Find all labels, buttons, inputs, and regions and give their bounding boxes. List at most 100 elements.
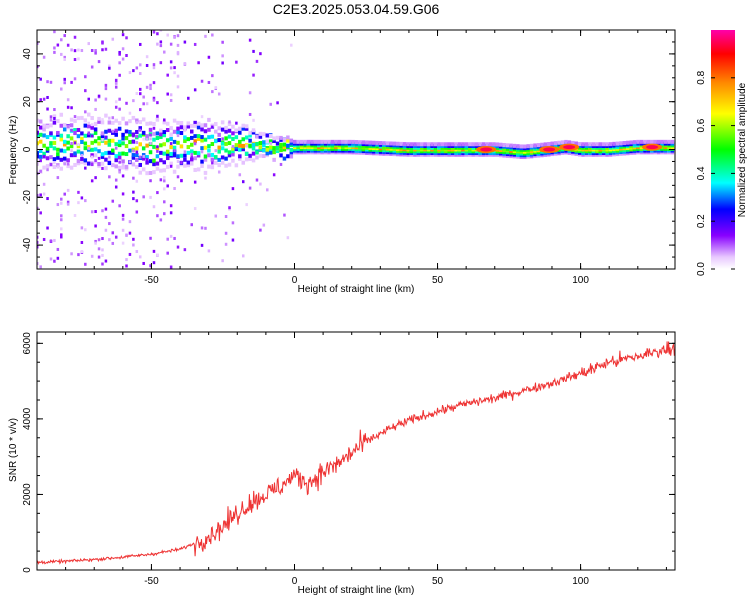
spectrogram-noise-cell [290, 43, 293, 47]
spectrogram-noise-cell [259, 182, 262, 186]
spectrogram-noise-cell [207, 249, 211, 253]
spectrogram-cell [172, 129, 177, 134]
spectrogram-cell [313, 139, 318, 144]
spectrogram-cell [179, 125, 184, 130]
spectrogram-noise-cell [49, 239, 53, 243]
spectrogram-cell [45, 164, 50, 169]
spectrogram-cell [581, 142, 585, 147]
spectrogram-cell [42, 133, 46, 138]
spectrogram-noise-cell [97, 247, 101, 251]
spectrogram-cell [76, 144, 81, 149]
spectrogram-noise-cell [90, 134, 94, 138]
spectrogram-cell [409, 142, 414, 147]
spectrogram-cell [251, 146, 256, 151]
spectrogram-cell [90, 116, 94, 121]
spectrogram-noise-cell [104, 207, 108, 211]
spectrogram-noise-cell [204, 130, 207, 134]
spectrogram-noise-cell [56, 247, 60, 251]
spectrogram-noise-cell [84, 89, 87, 93]
spectrogram-cell [492, 142, 496, 147]
spectrogram-cell [52, 157, 57, 162]
spectrogram-noise-cell [132, 69, 135, 73]
spectrogram-cell [207, 117, 211, 122]
spectrogram-cell [176, 154, 180, 159]
spectrogram-noise-cell [152, 81, 156, 85]
spectrogram-cell [162, 160, 167, 165]
spectrogram-noise-cell [142, 137, 145, 141]
spectrogram-cell [292, 139, 297, 144]
spectrogram-cell [214, 139, 218, 144]
spectrogram-noise-cell [70, 149, 73, 153]
spectrogram-cell [217, 126, 221, 131]
spectrogram-cell [145, 121, 149, 126]
spectrogram-noise-cell [190, 152, 193, 156]
spectrogram-cell [124, 144, 129, 149]
spectrogram-cell [238, 147, 242, 152]
spectrogram-noise-cell [252, 73, 255, 77]
spectrogram-cell [444, 142, 448, 147]
spectrogram-cell [49, 144, 53, 149]
spectrogram-noise-cell [37, 240, 39, 244]
spectrogram-cell [227, 141, 232, 146]
spectrogram-cell [203, 137, 208, 142]
spectrogram-cell [42, 123, 46, 128]
spectrogram-x-tick-label: -50 [144, 275, 159, 286]
spectrogram-noise-cell [204, 34, 207, 38]
spectrogram-noise-cell [104, 47, 108, 51]
spectrogram-cell [38, 139, 43, 144]
spectrogram-noise-cell [221, 54, 224, 58]
spectrogram-cell [59, 157, 64, 162]
spectrogram-noise-cell [46, 107, 49, 111]
spectrogram-cell [560, 140, 565, 145]
spectrogram-cell [323, 139, 328, 144]
spectrogram-noise-cell [118, 97, 121, 101]
spectrogram-noise-cell [193, 180, 197, 184]
spectrogram-noise-cell [183, 62, 187, 66]
spectrogram-noise-cell [231, 187, 235, 191]
spectrogram-cell [45, 148, 50, 153]
snr-panel: -50 0 50 100 0 2000 4000 6000 Height of straigh… [8, 331, 676, 596]
spectrogram-noise-cell [231, 221, 235, 225]
spectrogram-cell [135, 153, 139, 158]
spectrogram-noise-cell [159, 218, 163, 222]
spectrogram-cell [519, 144, 524, 149]
spectrogram-cell [306, 139, 311, 144]
spectrogram-noise-cell [128, 111, 132, 115]
spectrogram-cell [37, 151, 39, 156]
spectrogram-cell [73, 162, 77, 167]
spectrogram-cell [73, 131, 77, 136]
spectrogram-noise-cell [37, 206, 39, 210]
spectrogram-noise-cell [132, 140, 135, 144]
spectrogram-noise-cell [159, 30, 163, 32]
spectrogram-cell [56, 130, 60, 135]
spectrogram-noise-cell [156, 32, 159, 36]
spectrogram-cell [382, 141, 386, 146]
spectrogram-noise-cell [145, 85, 149, 89]
figure-title: C2E3.2025.053.04.59.G06 [273, 1, 440, 17]
spectrogram-noise-cell [269, 141, 272, 145]
spectrogram-cell [179, 130, 184, 135]
spectrogram-cell [176, 126, 180, 131]
spectrogram-cell [148, 150, 153, 155]
spectrogram-noise-cell [269, 102, 272, 106]
spectrogram-cell [286, 154, 290, 159]
spectrogram-noise-cell [142, 154, 145, 158]
spectrogram-noise-cell [156, 214, 159, 218]
spectrogram-cell [52, 146, 57, 151]
spectrogram-noise-cell [221, 61, 224, 65]
spectrogram-y-tick-label: 40 [22, 48, 33, 60]
spectrogram-cell [622, 140, 627, 145]
spectrogram-cell [114, 118, 118, 123]
spectrogram-cell [244, 157, 249, 162]
spectrogram-cell [275, 141, 280, 146]
spectrogram-noise-cell [87, 97, 90, 101]
spectrogram-noise-cell [66, 200, 70, 204]
spectrogram-cell [238, 126, 242, 131]
spectrogram-cell [365, 140, 369, 145]
spectrogram-noise-cell [149, 87, 152, 91]
spectrogram-cell [289, 147, 294, 152]
spectrogram-cell [220, 160, 225, 165]
spectrogram-cell [214, 155, 218, 160]
spectrogram-cell [104, 157, 108, 162]
spectrogram-cell [100, 134, 105, 139]
